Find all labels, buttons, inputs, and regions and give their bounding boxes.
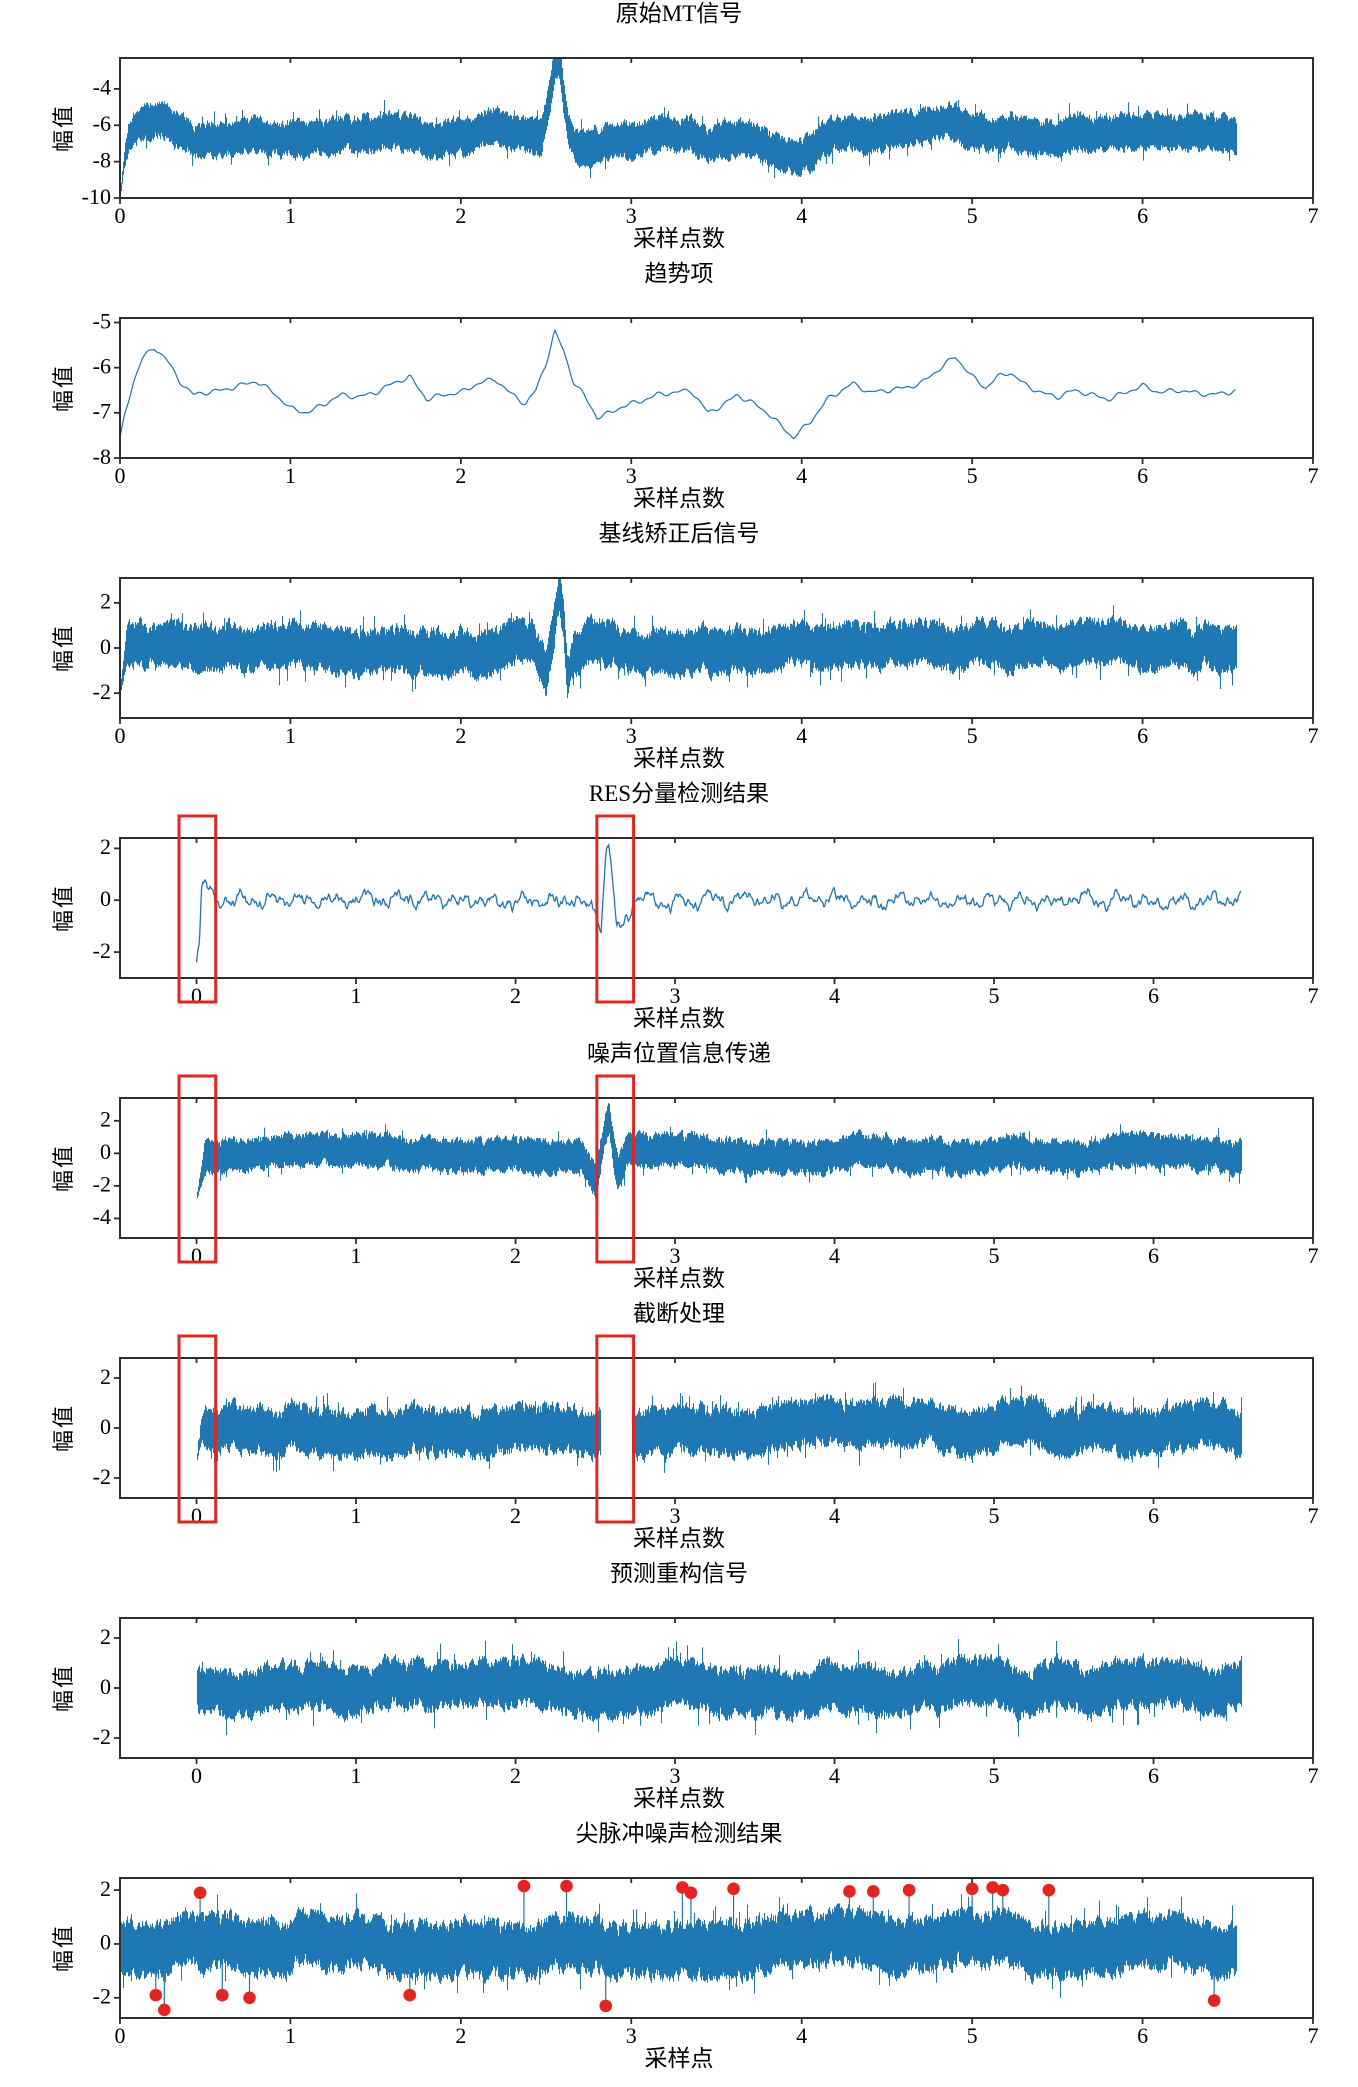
x-axis-label: 采样点数: [633, 1266, 725, 1291]
y-axis-label: 幅值: [51, 1143, 76, 1193]
x-axis-label: 采样点数: [633, 1006, 725, 1031]
x-axis-label: 采样点数: [633, 1786, 725, 1811]
subplot-2: 趋势项 幅值 采样点数: [0, 260, 1358, 520]
x-axis-label: 采样点: [644, 2046, 714, 2071]
plot-title: 截断处理: [633, 1301, 725, 1326]
waveform-canvas-8: [0, 1848, 1358, 2052]
subplot-4: RES分量检测结果 幅值 采样点数: [0, 780, 1358, 1040]
subplot-6: 截断处理 幅值 采样点数: [0, 1300, 1358, 1560]
waveform-canvas-1: [0, 28, 1358, 232]
x-axis-label: 采样点数: [633, 746, 725, 771]
y-axis-label: 幅值: [51, 103, 76, 153]
waveform-canvas-7: [0, 1588, 1358, 1792]
x-axis-label: 采样点数: [633, 226, 725, 251]
y-axis-label: 幅值: [51, 883, 76, 933]
waveform-canvas-4: [0, 808, 1358, 1012]
x-axis-label: 采样点数: [633, 1526, 725, 1551]
subplot-1: 原始MT信号 幅值 采样点数: [0, 0, 1358, 260]
plot-title: RES分量检测结果: [588, 781, 770, 806]
y-axis-label: 幅值: [51, 363, 76, 413]
y-axis-label: 幅值: [51, 1663, 76, 1713]
x-axis-label: 采样点数: [633, 486, 725, 511]
plot-title: 基线矫正后信号: [598, 521, 760, 546]
y-axis-label: 幅值: [51, 623, 76, 673]
plot-title: 预测重构信号: [610, 1561, 748, 1586]
plot-title: 原始MT信号: [615, 1, 743, 26]
y-axis-label: 幅值: [51, 1403, 76, 1453]
waveform-canvas-5: [0, 1068, 1358, 1272]
plot-title: 趋势项: [644, 261, 714, 286]
subplot-7: 预测重构信号 幅值 采样点数: [0, 1560, 1358, 1820]
subplot-8: 尖脉冲噪声检测结果 幅值 采样点: [0, 1820, 1358, 2080]
plot-title: 尖脉冲噪声检测结果: [575, 1821, 783, 1846]
waveform-canvas-3: [0, 548, 1358, 752]
waveform-canvas-2: [0, 288, 1358, 492]
subplot-5: 噪声位置信息传递 幅值 采样点数: [0, 1040, 1358, 1300]
subplot-3: 基线矫正后信号 幅值 采样点数: [0, 520, 1358, 780]
waveform-canvas-6: [0, 1328, 1358, 1532]
plot-title: 噪声位置信息传递: [587, 1041, 771, 1066]
y-axis-label: 幅值: [51, 1923, 76, 1973]
